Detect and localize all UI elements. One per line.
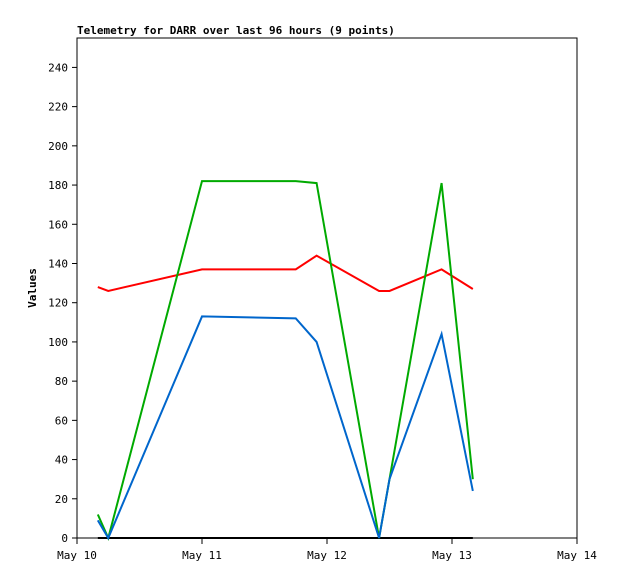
y-tick-label: 160: [48, 218, 68, 231]
y-tick-label: 60: [55, 414, 68, 427]
series-line-blue: [98, 316, 473, 538]
y-tick-label: 40: [55, 454, 68, 467]
y-tick-label: 0: [61, 532, 68, 545]
x-tick-label: May 14: [557, 549, 597, 562]
y-axis-label: Values: [26, 268, 39, 308]
y-tick-label: 140: [48, 257, 68, 270]
y-tick-label: 100: [48, 336, 68, 349]
x-tick-label: May 12: [307, 549, 347, 562]
y-tick-label: 180: [48, 179, 68, 192]
y-tick-label: 120: [48, 297, 68, 310]
y-tick-label: 20: [55, 493, 68, 506]
x-tick-label: May 11: [182, 549, 222, 562]
y-tick-label: 80: [55, 375, 68, 388]
y-tick-label: 220: [48, 101, 68, 114]
x-tick-label: May 10: [57, 549, 97, 562]
x-tick-label: May 13: [432, 549, 472, 562]
series-line-green: [98, 181, 473, 538]
y-tick-label: 240: [48, 61, 68, 74]
series-line-red: [98, 256, 473, 291]
y-tick-label: 200: [48, 140, 68, 153]
chart-title: Telemetry for DARR over last 96 hours (9…: [77, 24, 395, 37]
plot-frame: [77, 38, 577, 538]
